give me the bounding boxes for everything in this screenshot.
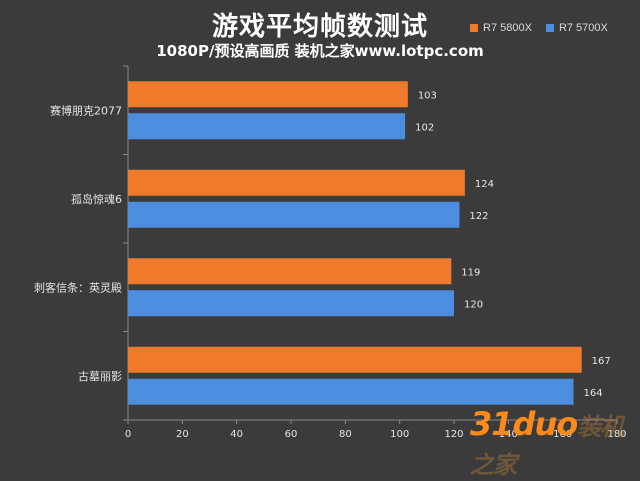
chart: 游戏平均帧数测试 1080P/预设高画质 装机之家www.lotpc.com R… [34, 12, 627, 479]
x-tick-label: 120 [444, 429, 463, 440]
category-label: 孤岛惊魂6 [71, 192, 122, 206]
chart-subtitle: 1080P/预设高画质 装机之家www.lotpc.com [156, 42, 484, 60]
data-label: 103 [418, 90, 437, 101]
bar-series-2 [128, 113, 406, 140]
legend: R7 5800X R7 5700X [470, 22, 608, 34]
x-tick-label: 180 [607, 429, 626, 440]
x-tick-label: 100 [390, 429, 409, 440]
category-label: 刺客信条：英灵殿 [34, 280, 122, 294]
x-tick-label: 60 [285, 429, 298, 440]
legend-label-series-2: R7 5700X [558, 22, 608, 34]
bar-series-1 [128, 258, 452, 285]
data-label: 124 [475, 179, 494, 190]
bar-series-1 [128, 81, 408, 108]
bar-series-2 [128, 378, 574, 405]
plot-area: 0 20 40 60 80 100 120 140 160 180 赛博朋克2077 103 102 孤岛… [34, 65, 627, 440]
data-label: 122 [469, 211, 488, 222]
x-tick-label: 0 [125, 429, 131, 440]
data-label: 120 [464, 299, 483, 310]
x-tick-label: 160 [553, 429, 572, 440]
data-label: 102 [415, 122, 434, 133]
x-tick-label: 80 [339, 429, 352, 440]
bar-series-1 [128, 169, 465, 196]
bar-series-2 [128, 201, 460, 228]
x-tick-label: 20 [176, 429, 189, 440]
category-label: 古墓丽影 [78, 370, 122, 383]
watermark-logo: 31duo装机之家 [470, 405, 640, 481]
bar-series-1 [128, 346, 582, 373]
data-label: 119 [461, 267, 480, 278]
legend-item-series-1: R7 5800X [470, 22, 532, 34]
legend-item-series-2: R7 5700X [545, 22, 608, 34]
category-label: 赛博朋克2077 [50, 103, 122, 117]
legend-swatch-series-1 [470, 24, 478, 32]
chart-title: 游戏平均帧数测试 [211, 12, 428, 42]
data-label: 164 [584, 388, 603, 399]
bar-series-2 [128, 290, 454, 317]
watermark-text: 31duo [470, 405, 578, 443]
legend-swatch-series-2 [545, 24, 554, 32]
x-tick-label: 40 [230, 429, 243, 440]
legend-label-series-1: R7 5800X [483, 22, 532, 34]
data-label: 167 [592, 356, 611, 367]
x-tick-label: 140 [499, 429, 518, 440]
